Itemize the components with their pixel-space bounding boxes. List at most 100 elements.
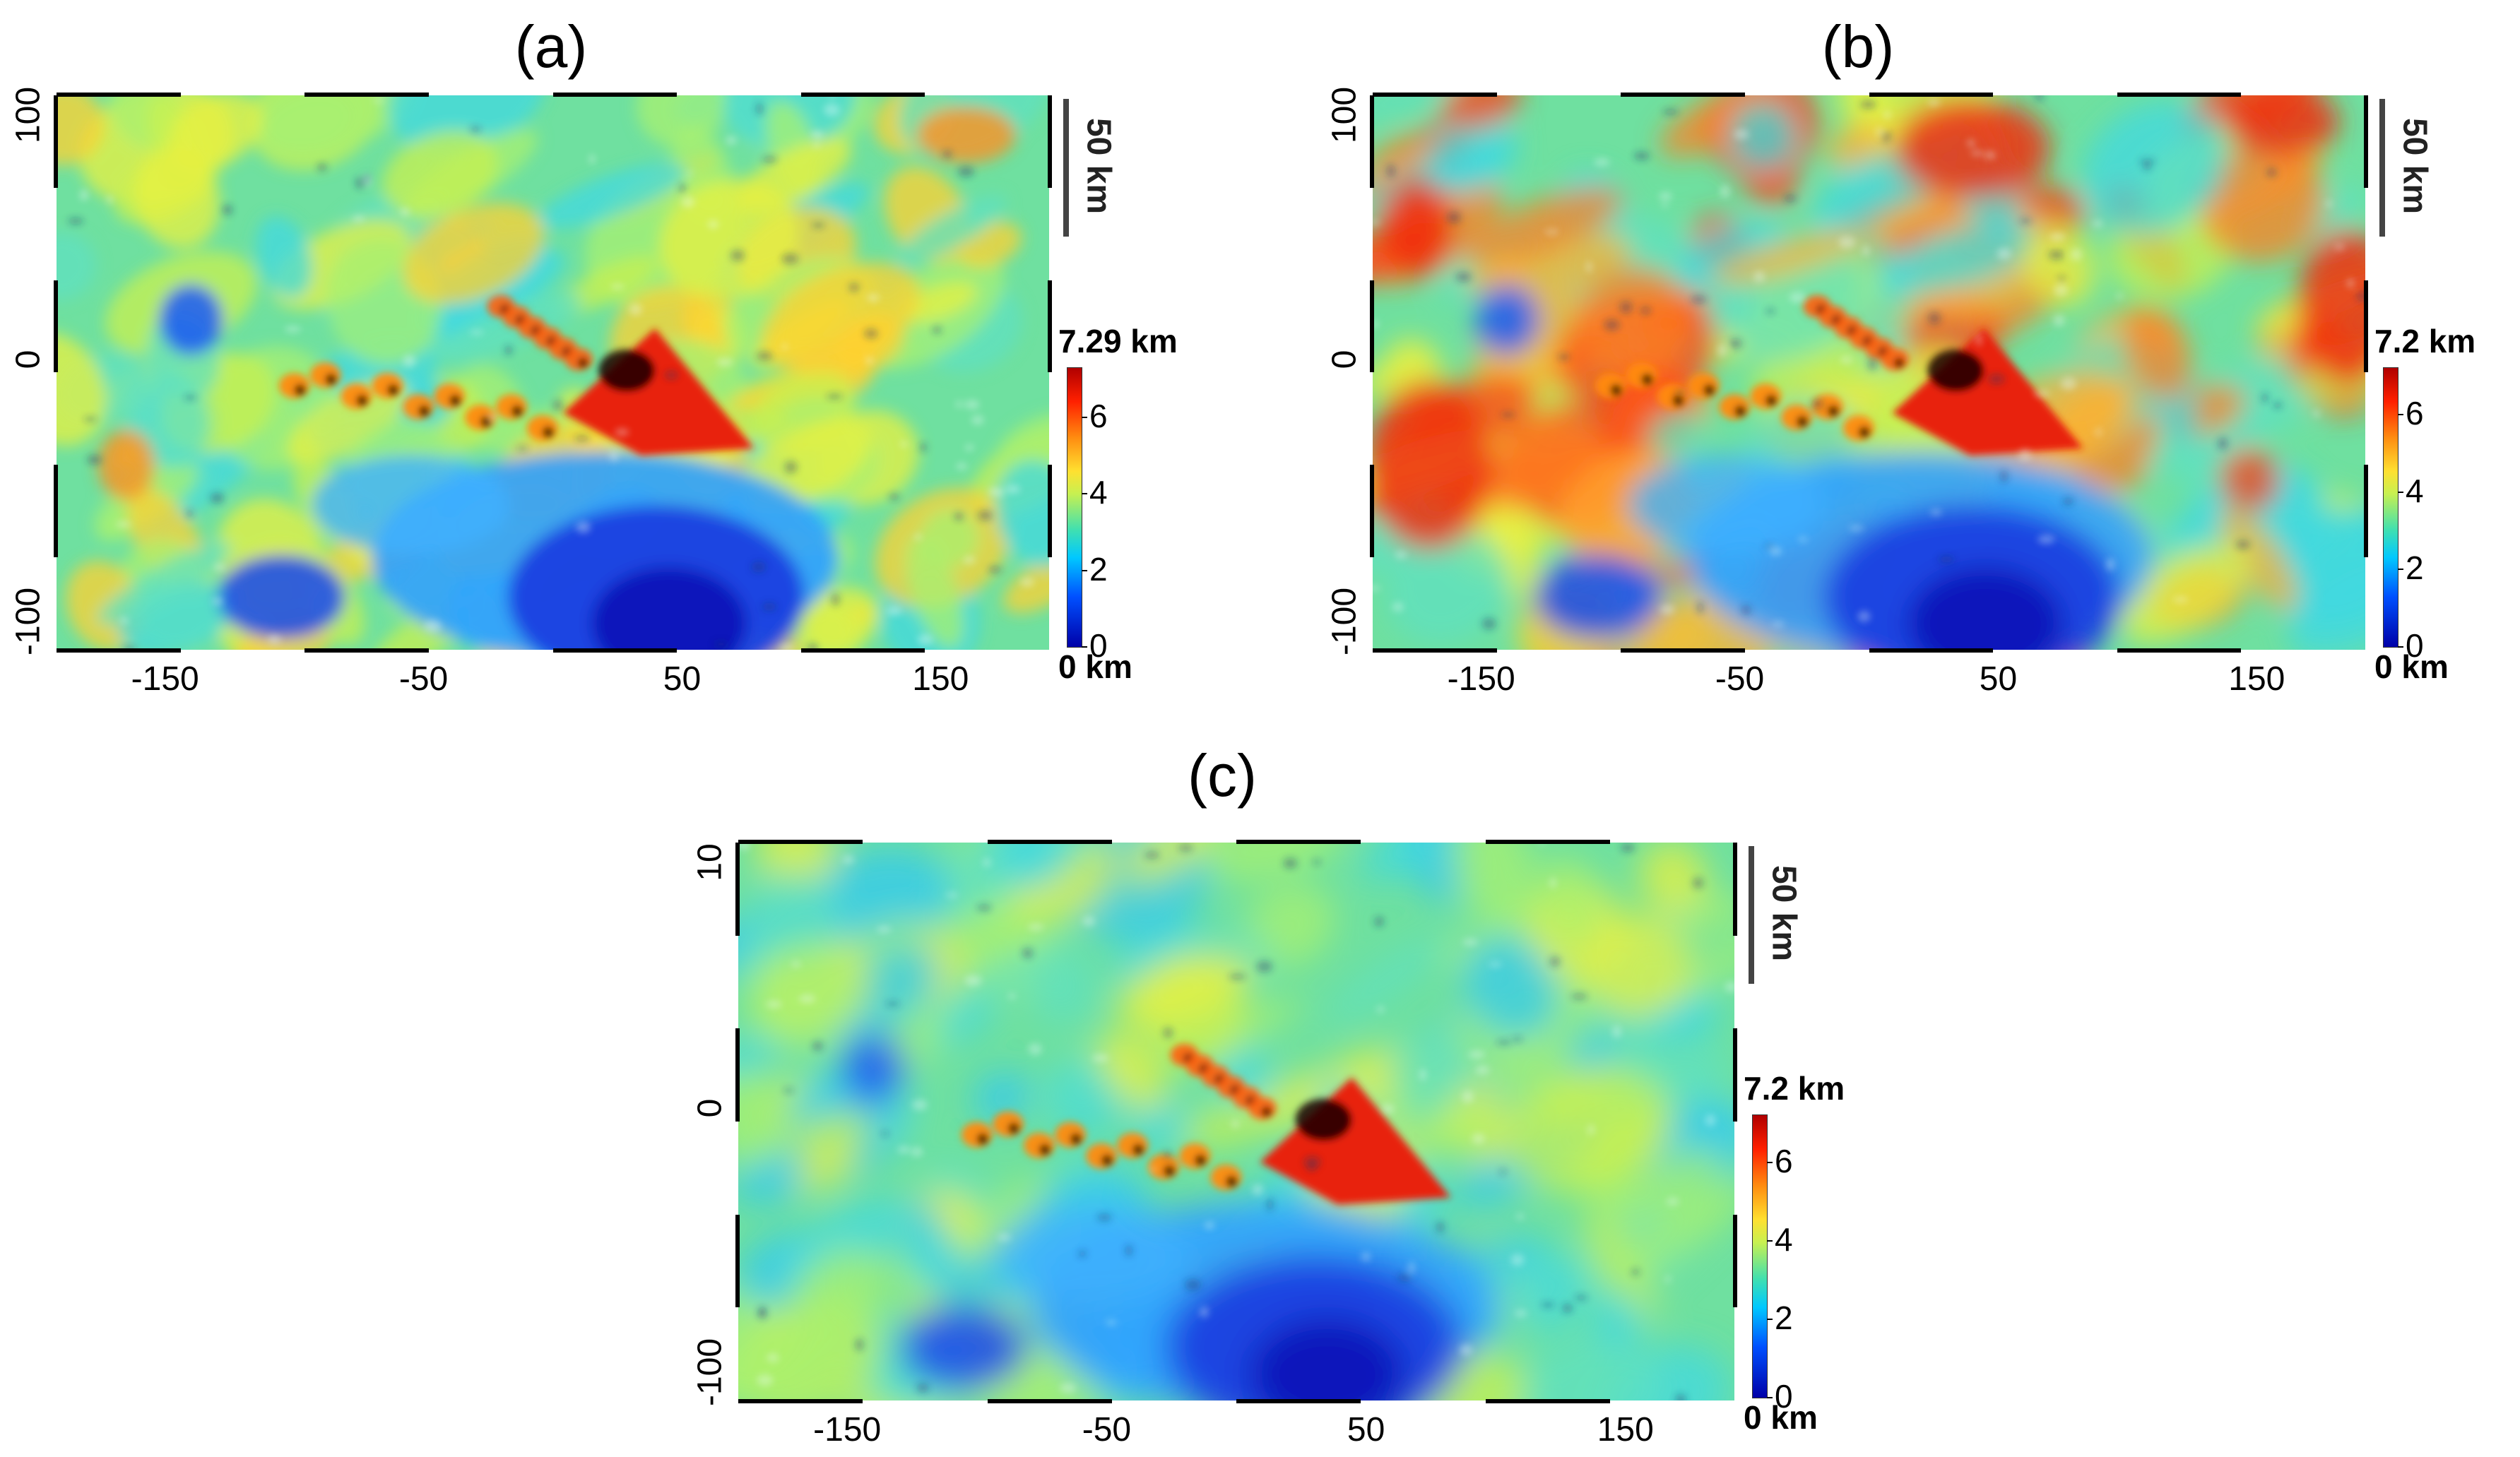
hillshade-spot bbox=[2048, 249, 2064, 260]
colorbar bbox=[1067, 367, 1082, 648]
ridge-shadow bbox=[449, 395, 461, 407]
hillshade-spot bbox=[1661, 203, 1669, 208]
frame-segment bbox=[1048, 280, 1052, 373]
hillshade-spot bbox=[963, 556, 976, 564]
terrain-patch bbox=[2220, 507, 2299, 611]
hillshade-spot bbox=[866, 293, 880, 302]
hillshade-spot bbox=[268, 635, 281, 645]
high-region bbox=[1373, 380, 1493, 550]
frame-segment bbox=[1621, 93, 1745, 97]
hillshade-spot bbox=[1970, 150, 1984, 156]
hillshade-spot bbox=[1501, 412, 1515, 417]
hillshade-spot bbox=[762, 156, 777, 163]
basin-west bbox=[900, 1304, 1028, 1390]
hillshade-spot bbox=[403, 355, 416, 367]
frame-segment bbox=[1621, 648, 1745, 653]
hillshade-spot bbox=[574, 435, 590, 441]
hillshade-layer bbox=[1373, 95, 2365, 630]
ridge-shadow bbox=[1610, 384, 1622, 396]
hillshade-spot bbox=[186, 509, 194, 518]
y-tick-label: 0 bbox=[691, 1098, 729, 1118]
ridge-peak bbox=[434, 383, 466, 410]
hillshade-spot bbox=[68, 217, 83, 225]
y-tick-label: -100 bbox=[9, 587, 47, 656]
hillshade-spot bbox=[2172, 596, 2189, 603]
hillshade-spot bbox=[2335, 244, 2345, 250]
hillshade-spot bbox=[1766, 308, 1775, 314]
terrain-patch bbox=[2122, 542, 2251, 644]
frame-segment bbox=[2364, 95, 2368, 188]
hillshade-spot bbox=[1361, 1252, 1371, 1261]
summit-layer bbox=[563, 328, 755, 456]
x-tick-label: 50 bbox=[663, 660, 702, 698]
terrain-patch bbox=[559, 256, 658, 313]
frame-segment bbox=[1485, 1399, 1610, 1403]
ridge-peak bbox=[1055, 1122, 1086, 1148]
hillshade-spot bbox=[2018, 448, 2032, 460]
ridge-peak bbox=[961, 1122, 993, 1148]
y-tick-label: -100 bbox=[1325, 587, 1363, 656]
terrain-patch bbox=[1400, 843, 1473, 903]
x-tick-label: 50 bbox=[1347, 1411, 1385, 1449]
terrain-patch bbox=[1590, 1292, 1643, 1350]
hillshade-layer bbox=[68, 95, 1035, 650]
ridge-shadow bbox=[325, 374, 337, 386]
ridge-layer bbox=[961, 1043, 1277, 1190]
hillshade-spot bbox=[983, 858, 991, 867]
hillshade-spot bbox=[942, 150, 952, 158]
hillshade-spot bbox=[1784, 194, 1797, 203]
hillshade-spot bbox=[1772, 622, 1785, 626]
terrain-patch bbox=[168, 95, 263, 170]
hillshade-spot bbox=[1562, 1303, 1573, 1313]
hillshade-spot bbox=[1082, 916, 1096, 927]
hillshade-spot bbox=[716, 358, 733, 367]
heatmap-svg bbox=[1373, 95, 2365, 650]
terrain-layer bbox=[738, 843, 1734, 1400]
frame-segment bbox=[800, 93, 925, 97]
hillshade-spot bbox=[911, 1146, 923, 1157]
colorbar-tick-mark bbox=[1767, 1397, 1773, 1398]
colorbar bbox=[1752, 1114, 1768, 1398]
hillshade-spot bbox=[808, 643, 818, 650]
hillshade-spot bbox=[1575, 1295, 1588, 1301]
hillshade-spot bbox=[958, 166, 974, 177]
hillshade-layer bbox=[738, 843, 1734, 1400]
terrain-patch bbox=[2123, 306, 2191, 400]
colorbar-tick-label: 4 bbox=[1775, 1220, 1793, 1258]
ridge-shadow bbox=[1827, 405, 1839, 417]
colorbar-tick-label: 4 bbox=[1089, 474, 1108, 511]
ridge-peak bbox=[309, 362, 341, 388]
hillshade-spot bbox=[1549, 877, 1556, 888]
terrain-patch bbox=[57, 332, 106, 446]
hillshade-spot bbox=[848, 283, 860, 292]
x-tick-label: -150 bbox=[813, 1411, 882, 1449]
ridge-peak bbox=[1248, 1097, 1277, 1120]
hillshade-spot bbox=[1811, 398, 1824, 410]
hillshade-spot bbox=[210, 492, 225, 504]
colorbar bbox=[2383, 367, 2398, 648]
hillshade-spot bbox=[1144, 851, 1160, 859]
hillshade-spot bbox=[1938, 555, 1955, 563]
terrain-patch bbox=[1387, 1033, 1469, 1114]
colorbar-min-label: 0 km bbox=[1744, 1399, 1818, 1436]
hillshade-spot bbox=[1753, 270, 1765, 283]
hillshade-spot bbox=[1587, 1124, 1595, 1136]
colorbar-tick-mark bbox=[2398, 413, 2403, 415]
terrain-patch bbox=[803, 586, 880, 650]
hillshade-spot bbox=[1725, 981, 1734, 993]
frame-segment bbox=[735, 1028, 740, 1122]
hillshade-spot bbox=[629, 304, 642, 316]
colorbar-tick-label: 6 bbox=[1775, 1142, 1793, 1179]
hillshade-spot bbox=[1256, 961, 1273, 973]
terrain-patch bbox=[1099, 1030, 1167, 1111]
hillshade-spot bbox=[1571, 993, 1587, 1000]
hillshade-spot bbox=[552, 400, 563, 411]
hillshade-spot bbox=[2117, 293, 2123, 299]
terrain-layer bbox=[1373, 95, 2365, 650]
hillshade-spot bbox=[956, 463, 968, 470]
hillshade-spot bbox=[1585, 261, 1592, 273]
hillshade-spot bbox=[1659, 192, 1672, 201]
ridge-peak bbox=[1086, 1143, 1118, 1169]
summit-shadow bbox=[598, 349, 656, 392]
hillshade-spot bbox=[2035, 95, 2045, 100]
